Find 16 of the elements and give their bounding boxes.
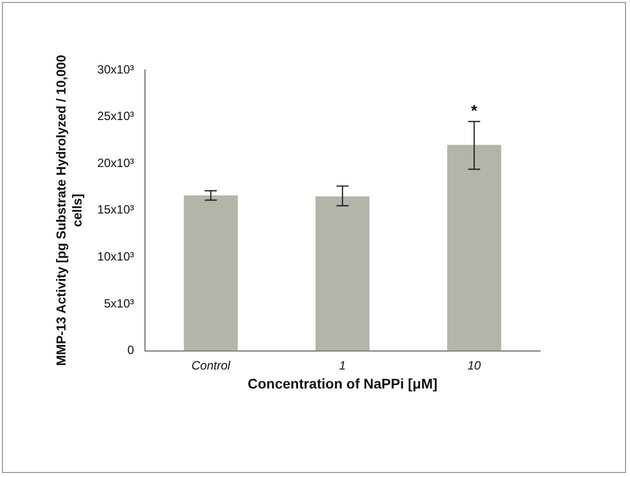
y-tick-label: 30x10³ xyxy=(97,62,134,76)
bar xyxy=(184,195,238,351)
y-tick-label: 20x10³ xyxy=(97,156,134,170)
bar xyxy=(316,196,370,351)
bar xyxy=(447,144,502,351)
y-tick-label: 5x10³ xyxy=(104,296,134,310)
y-axis-title: MMP-13 Activity [pg Substrate Hydrolyzed / 10,000 cells] xyxy=(54,54,85,366)
x-tick-label: Control xyxy=(191,358,231,372)
y-tick-label: 15x10³ xyxy=(97,202,134,217)
y-tick-label: 25x10³ xyxy=(97,109,134,124)
y-tick-label: 10x10³ xyxy=(97,250,134,264)
x-tick-label: 10 xyxy=(467,358,482,372)
y-tick-label: 0 xyxy=(127,343,134,358)
x-axis-title: Concentration of NaPPi [μM] xyxy=(248,375,438,392)
annotation: * xyxy=(471,102,478,120)
x-tick-label: 1 xyxy=(339,358,346,372)
